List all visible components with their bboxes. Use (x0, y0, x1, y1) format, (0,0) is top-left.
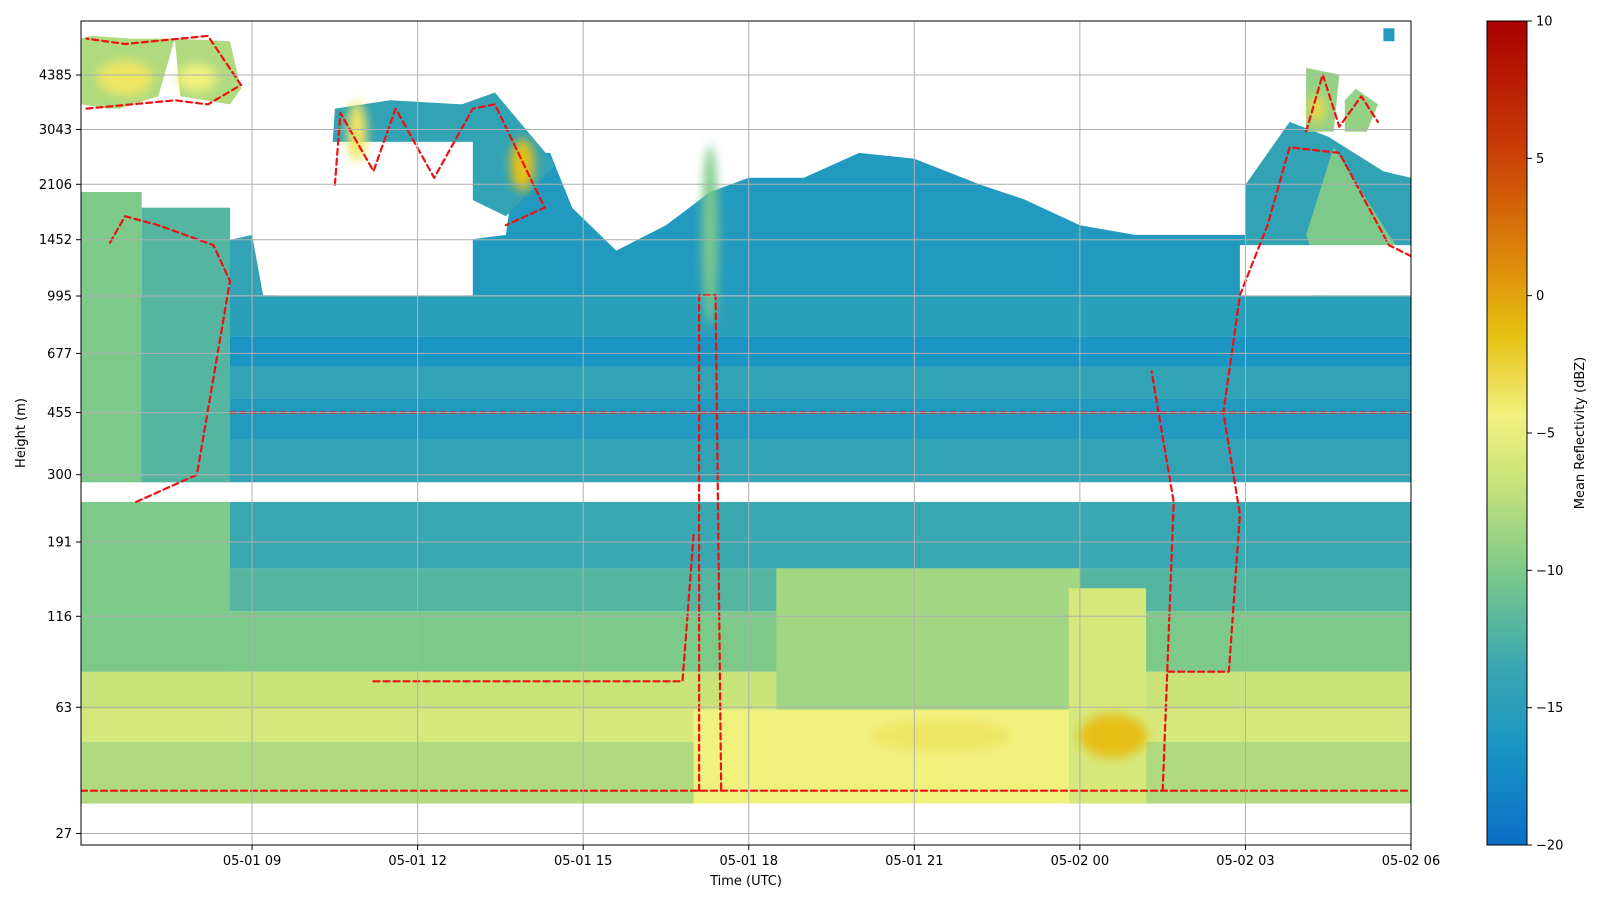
vertical-streak (702, 144, 719, 325)
contour-elevated (333, 103, 546, 227)
data-gap (81, 803, 1411, 834)
top-right-speck (1383, 28, 1395, 42)
x-tick-label: 05-01 15 (554, 854, 612, 869)
x-tick-label: 05-02 03 (1216, 854, 1274, 869)
colorbar: 10 5 0 −5 −10 −15 −20 Mean Reflectivity (dBZ) (1486, 15, 1588, 854)
low-band (81, 501, 1411, 569)
mid-band (81, 336, 1411, 367)
reflectivity-field (81, 28, 1411, 834)
hot-spot-high-left2 (176, 63, 217, 92)
mid-band (81, 439, 1411, 483)
x-tick-label: 05-01 12 (388, 854, 446, 869)
hot-spot-elevated-core (510, 138, 535, 191)
hot-spot-surface (871, 719, 1012, 752)
contour-mid-right (1150, 370, 1175, 792)
y-tick-label: 27 (55, 827, 72, 842)
y-tick-label: 995 (47, 290, 72, 305)
colorbar-tick-label: 5 (1536, 152, 1544, 167)
y-tick-label: 677 (47, 347, 72, 362)
hot-spot-high-left (97, 59, 154, 96)
contour-low-left (372, 533, 695, 683)
hot-spot-surface-core (1078, 713, 1147, 758)
low-band (81, 568, 1411, 612)
left-edge-green (81, 191, 142, 483)
x-tick-label: 05-02 00 (1051, 854, 1109, 869)
y-axis: 27 63 116 191 300 455 677 995 1452 2106 3043 4385 (39, 68, 81, 842)
midlevel-enhanced (776, 568, 1080, 710)
y-tick-label: 2106 (39, 178, 72, 193)
colorbar-tick-label: −20 (1536, 839, 1563, 854)
mid-band (81, 366, 1411, 399)
midnight-column (1068, 588, 1147, 804)
x-axis-label: Time (UTC) (709, 874, 782, 889)
contour-high-left (85, 34, 243, 110)
y-tick-label: 300 (47, 468, 72, 483)
contour-right (1167, 146, 1411, 673)
colorbar-tick-label: −5 (1536, 427, 1555, 442)
x-tick-label: 05-01 21 (885, 854, 943, 869)
y-tick-label: 4385 (39, 68, 72, 83)
hot-spot-high-right (1309, 94, 1326, 123)
x-tick-label: 05-01 18 (720, 854, 778, 869)
colorbar-tick-label: −10 (1536, 564, 1563, 579)
high-cloud-right2 (1344, 88, 1378, 132)
clear-air (274, 141, 473, 296)
low-band (81, 671, 1411, 710)
hot-spot-elevated (346, 101, 367, 162)
y-axis-label: Height (m) (14, 398, 29, 468)
colorbar-label: Mean Reflectivity (dBZ) (1573, 357, 1588, 510)
grid (81, 21, 1412, 845)
colorbar-tick-label: −15 (1536, 701, 1563, 716)
y-tick-label: 191 (47, 535, 72, 550)
clear-air (1239, 245, 1411, 296)
mid-band (81, 398, 1411, 440)
left-shoulder (141, 207, 231, 483)
left-green-low (81, 501, 231, 672)
plot-frame (80, 20, 1412, 846)
y-tick-label: 116 (47, 610, 72, 625)
upper-cloud-left (230, 234, 264, 296)
x-tick-label: 05-01 09 (223, 854, 281, 869)
data-gap (81, 482, 1411, 502)
low-band (81, 611, 1411, 672)
y-tick-label: 455 (47, 406, 72, 421)
colorbar-tick-label: 10 (1536, 15, 1553, 30)
x-tick-label: 05-02 06 (1382, 854, 1440, 869)
contour-high-right (1304, 73, 1380, 133)
y-tick-label: 1452 (39, 233, 72, 248)
colorbar-tick-label: 0 (1536, 289, 1544, 304)
upper-cloud-mass (467, 152, 1246, 296)
colorbar-scale (1486, 20, 1528, 846)
contour-streak (697, 294, 723, 792)
y-tick-label: 63 (55, 701, 72, 716)
mid-band (81, 295, 1411, 337)
y-tick-label: 3043 (39, 123, 72, 138)
high-reflectivity-spots (97, 59, 1326, 758)
colorbar-ticks: 10 5 0 −5 −10 −15 −20 (1527, 15, 1563, 854)
x-axis: 05-01 09 05-01 12 05-01 15 05-01 18 05-01 21… (223, 845, 1440, 869)
heat-regions (81, 28, 1411, 834)
